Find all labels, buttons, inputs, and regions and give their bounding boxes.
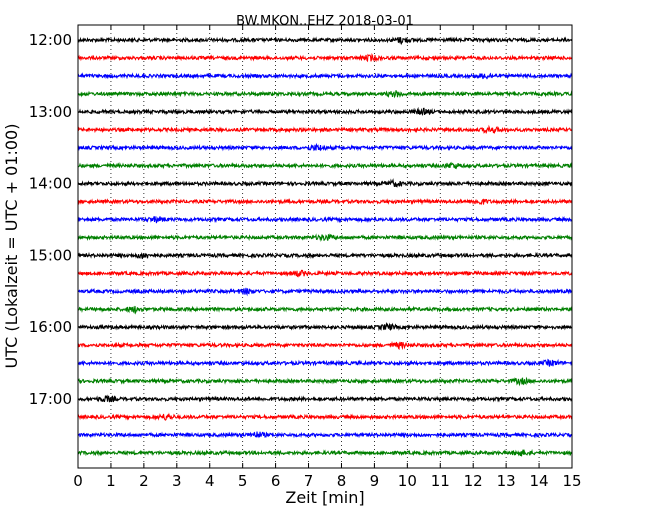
- x-tick-label: 1: [106, 472, 116, 490]
- y-tick-label: 16:00: [29, 318, 72, 336]
- seismic-trace: [77, 251, 573, 260]
- seismic-trace: [77, 412, 573, 421]
- y-axis-label: UTC (Lokalzeit = UTC + 01:00): [2, 124, 21, 369]
- x-tick-label: 9: [370, 472, 380, 490]
- x-tick-label: 4: [205, 472, 215, 490]
- x-axis-label: Zeit [min]: [285, 488, 364, 507]
- seismic-trace: [77, 161, 573, 170]
- seismic-trace: [77, 376, 573, 387]
- y-tick-label: 13:00: [29, 103, 72, 121]
- seismic-trace: [77, 358, 573, 367]
- seismic-trace: [77, 215, 573, 224]
- x-tick-label: 6: [271, 472, 281, 490]
- x-tick-label: 8: [337, 472, 347, 490]
- y-tick-label: 14:00: [29, 175, 72, 193]
- seismic-trace: [77, 142, 573, 152]
- seismic-trace: [77, 36, 573, 46]
- x-tick-label: 5: [238, 472, 248, 490]
- plot-area-frame: [77, 24, 573, 469]
- seismic-trace: [77, 197, 573, 206]
- seismic-trace: [77, 124, 573, 135]
- seismic-trace: [77, 287, 573, 297]
- x-tick-label: 0: [73, 472, 83, 490]
- x-tick-label: 2: [139, 472, 149, 490]
- seismic-trace: [77, 178, 573, 188]
- seismic-trace: [77, 52, 573, 63]
- x-tick-label: 15: [562, 472, 581, 490]
- x-tick-label: 10: [398, 472, 417, 490]
- y-tick-label: 17:00: [29, 390, 72, 408]
- x-tick-label: 3: [172, 472, 182, 490]
- y-tick-label: 12:00: [29, 31, 72, 49]
- seismic-trace: [77, 269, 573, 278]
- traces: [77, 36, 573, 457]
- y-axis: 12:00 13:00 14:00 15:00 16:00 17:00: [29, 31, 572, 408]
- x-tick-label: 7: [304, 472, 314, 490]
- seismic-trace: [77, 72, 573, 80]
- seismic-trace: [77, 305, 573, 315]
- x-tick-label: 14: [530, 472, 549, 490]
- seismic-trace: [77, 321, 573, 331]
- seismic-trace: [77, 233, 573, 242]
- seismic-trace: [77, 431, 573, 439]
- seismic-trace: [77, 394, 573, 403]
- y-tick-label: 15:00: [29, 246, 72, 264]
- chart-title: BW.MKON..EHZ 2018-03-01: [236, 14, 414, 29]
- seismic-trace: [77, 106, 573, 116]
- seismic-trace: [77, 340, 573, 351]
- x-axis: 0 1 2 3 4 5 6 7 8 9 10 11 12 13 14 15: [73, 25, 582, 490]
- x-tick-label: 13: [497, 472, 516, 490]
- x-tick-label: 11: [431, 472, 450, 490]
- x-tick-label: 12: [464, 472, 483, 490]
- seismic-trace: [77, 90, 573, 99]
- seismic-trace: [77, 448, 573, 457]
